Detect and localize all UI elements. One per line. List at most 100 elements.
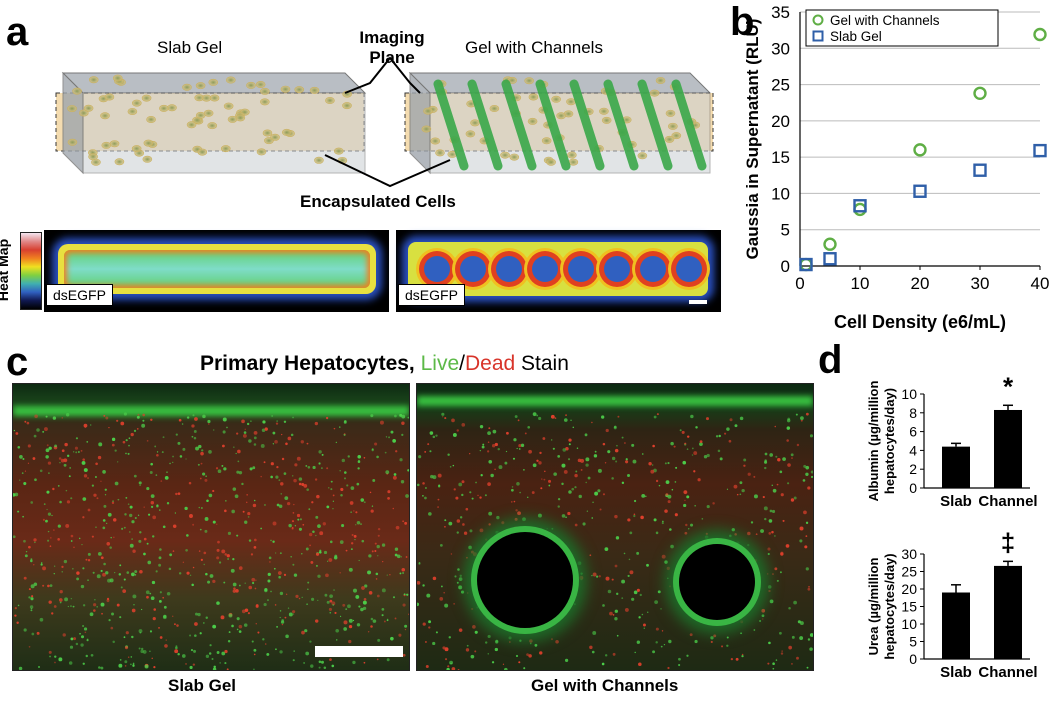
live-cell	[54, 655, 57, 658]
live-cell	[592, 631, 597, 635]
live-cell	[63, 463, 67, 467]
dead-cell	[152, 515, 157, 520]
y-tick-label: 15	[901, 599, 917, 615]
live-cell	[647, 611, 649, 613]
live-cell	[381, 614, 384, 617]
data-point-square	[823, 252, 837, 266]
dead-cell	[494, 442, 498, 447]
live-cell	[441, 412, 445, 416]
live-cell	[461, 493, 464, 497]
live-cell	[670, 544, 674, 549]
encapsulated-cell	[91, 158, 101, 166]
live-cell	[59, 500, 62, 504]
live-cell	[439, 543, 443, 547]
dead-cell	[311, 501, 314, 504]
live-cell	[227, 531, 232, 535]
live-cell	[262, 638, 265, 641]
dead-cell	[172, 550, 175, 552]
live-cell	[253, 648, 257, 652]
live-cell	[141, 423, 146, 428]
live-cell	[274, 552, 277, 554]
y-tick-label: 6	[909, 424, 917, 440]
dead-cell	[52, 487, 55, 491]
live-cell	[425, 487, 427, 489]
live-cell	[437, 485, 441, 488]
live-cell	[364, 584, 368, 588]
live-cell	[231, 624, 234, 628]
dead-cell	[592, 572, 597, 577]
dead-cell	[250, 553, 254, 556]
dead-cell	[467, 592, 469, 594]
y-axis-label-line1: Urea (µg/million	[866, 558, 881, 656]
dead-cell	[61, 417, 63, 419]
dead-cell	[376, 658, 379, 661]
dead-cell	[275, 422, 279, 425]
dead-cell	[669, 585, 672, 588]
live-cell	[469, 529, 473, 533]
live-cell	[726, 488, 729, 490]
live-cell	[279, 591, 284, 596]
dead-cell	[59, 590, 63, 594]
data-point-square	[973, 163, 987, 177]
live-cell	[670, 441, 674, 446]
live-cell	[800, 416, 804, 421]
y-tick-label: 5	[781, 221, 790, 240]
live-cell	[629, 531, 633, 535]
dead-cell	[656, 413, 659, 416]
live-cell	[70, 597, 73, 600]
dead-cell	[772, 573, 774, 576]
live-cell	[95, 526, 97, 529]
live-cell	[103, 504, 107, 508]
live-cell	[511, 488, 514, 492]
dead-cell	[402, 653, 406, 657]
live-cell	[652, 650, 656, 654]
live-cell	[743, 458, 747, 462]
live-cell	[58, 657, 63, 662]
dead-cell	[705, 532, 708, 536]
dead-cell	[767, 662, 770, 665]
y-tick-label: 30	[901, 546, 917, 562]
live-cell	[204, 529, 208, 533]
dead-cell	[102, 572, 106, 577]
live-cell	[695, 426, 698, 429]
dead-cell	[636, 588, 640, 592]
dead-cell	[648, 462, 652, 466]
live-cell	[523, 667, 526, 670]
live-cell	[238, 584, 241, 587]
live-cell	[198, 444, 202, 449]
live-cell	[177, 652, 180, 656]
dead-cell	[602, 442, 606, 446]
live-cell	[352, 619, 355, 622]
bar-channel	[994, 409, 1022, 488]
live-cell	[61, 571, 63, 573]
live-cell	[132, 664, 135, 667]
live-cell	[69, 645, 74, 649]
live-cell	[715, 435, 719, 438]
live-cell	[39, 617, 44, 622]
live-cell	[548, 484, 551, 487]
live-cell	[59, 461, 61, 464]
live-cell	[189, 665, 193, 670]
dead-cell	[192, 523, 195, 526]
live-cell	[82, 497, 87, 501]
live-cell	[232, 558, 235, 561]
live-cell	[346, 484, 349, 487]
dead-cell	[485, 614, 490, 619]
live-cell	[491, 661, 495, 664]
encapsulated-cell	[207, 122, 218, 130]
live-cell	[726, 427, 730, 431]
live-cell	[203, 622, 205, 624]
live-cell	[803, 464, 807, 468]
live-cell	[673, 579, 678, 584]
live-cell	[276, 420, 278, 422]
live-cell	[17, 604, 20, 607]
dead-cell	[203, 551, 207, 555]
dead-cell	[427, 443, 430, 446]
live-cell	[339, 615, 342, 617]
live-cell	[129, 531, 131, 533]
live-cell	[350, 548, 353, 550]
dead-cell	[550, 638, 553, 641]
live-cell	[193, 436, 197, 440]
dead-cell	[82, 516, 85, 519]
dead-cell	[124, 665, 127, 667]
